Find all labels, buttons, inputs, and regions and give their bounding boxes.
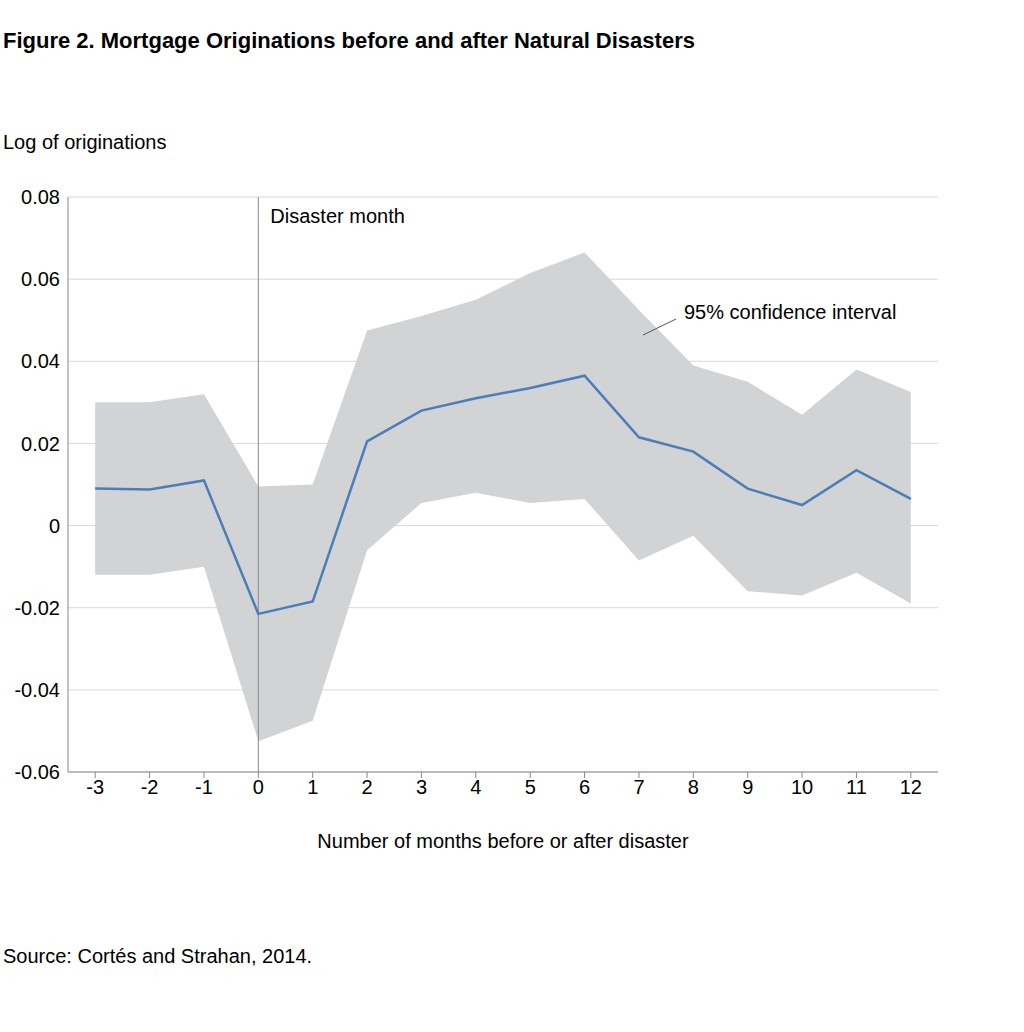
svg-text:0: 0 [253,776,264,798]
svg-text:-2: -2 [141,776,159,798]
svg-text:0.08: 0.08 [21,186,60,208]
html-text:Figure 2. Mortgage Origination: Figure 2. Mortgage Originations before a… [3,28,695,53]
svg-text:0.02: 0.02 [21,433,60,455]
svg-text:7: 7 [633,776,644,798]
html-text:95% confidence interval: 95% confidence interval [684,301,897,323]
svg-text:0: 0 [49,515,60,537]
svg-text:-0.04: -0.04 [14,679,60,701]
svg-text:Disaster month: Disaster month [270,205,405,227]
svg-text:-0.02: -0.02 [14,597,60,619]
svg-text:2: 2 [362,776,373,798]
svg-text:0.04: 0.04 [21,350,60,372]
html-text:Source: Cortés and Strahan, 20: Source: Cortés and Strahan, 2014. [3,945,313,967]
svg-text:8: 8 [688,776,699,798]
html-text:Number of months before or aft: Number of months before or after disaste… [317,830,689,852]
svg-text:6: 6 [579,776,590,798]
svg-text:5: 5 [525,776,536,798]
svg-text:1: 1 [307,776,318,798]
svg-text:3: 3 [416,776,427,798]
svg-text:-1: -1 [195,776,213,798]
svg-text:10: 10 [791,776,813,798]
svg-text:0.06: 0.06 [21,268,60,290]
svg-text:4: 4 [470,776,481,798]
svg-text:-0.06: -0.06 [14,761,60,783]
svg-text:12: 12 [900,776,922,798]
html-text:Log of originations: Log of originations [3,131,167,153]
svg-text:9: 9 [742,776,753,798]
svg-text:-3: -3 [86,776,104,798]
svg-text:11: 11 [846,776,867,798]
